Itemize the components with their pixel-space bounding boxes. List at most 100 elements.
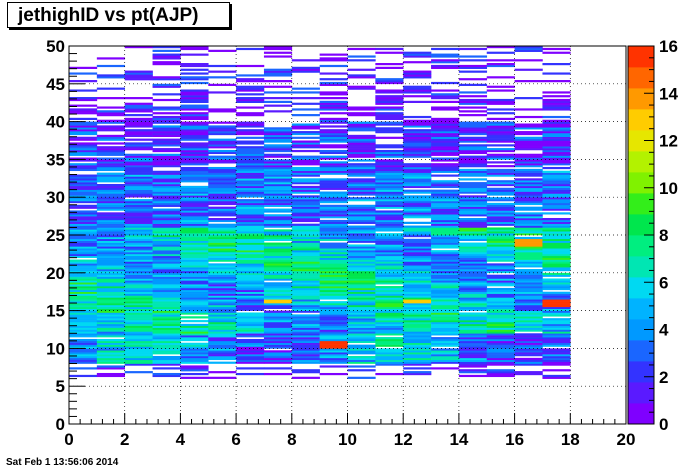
heatmap-cell xyxy=(263,219,293,223)
heatmap-cell xyxy=(514,314,543,317)
heatmap-cell xyxy=(124,159,153,162)
heatmap-cell xyxy=(375,80,404,83)
heatmap-cell xyxy=(319,112,348,115)
heatmap-cell xyxy=(152,240,181,243)
heatmap-cell xyxy=(124,229,153,232)
heatmap-cell xyxy=(431,242,460,245)
heatmap-cell xyxy=(96,282,125,285)
color-scale-segment xyxy=(628,319,654,341)
heatmap-cell xyxy=(208,210,237,213)
heatmap-cell xyxy=(347,121,376,124)
heatmap-cell xyxy=(431,140,460,143)
heatmap-cell xyxy=(208,253,237,257)
heatmap-cell xyxy=(514,371,543,374)
heatmap-cell xyxy=(96,331,125,334)
heatmap-cell xyxy=(431,252,460,255)
heatmap-cell xyxy=(69,151,98,155)
heatmap-cell xyxy=(291,289,320,292)
heatmap-cell xyxy=(375,246,404,249)
heatmap-cell xyxy=(291,306,320,310)
heatmap-cell xyxy=(236,321,265,325)
heatmap-cell xyxy=(208,306,237,310)
heatmap-cell xyxy=(208,185,237,189)
heatmap-cell xyxy=(403,153,432,156)
heatmap-cell xyxy=(403,89,432,92)
heatmap-cell xyxy=(347,144,376,147)
heatmap-cell xyxy=(263,338,293,342)
heatmap-cell xyxy=(263,261,293,264)
heatmap-cell xyxy=(152,287,181,291)
heatmap-cell xyxy=(180,204,209,207)
heatmap-cell xyxy=(291,70,320,73)
heatmap-cell xyxy=(124,46,153,49)
heatmap-cell xyxy=(319,242,348,245)
heatmap-cell xyxy=(96,280,125,283)
heatmap-cell xyxy=(291,361,320,364)
heatmap-cell xyxy=(152,318,181,321)
heatmap-cell xyxy=(375,272,404,275)
heatmap-cell xyxy=(208,138,237,141)
heatmap-cell xyxy=(208,110,237,113)
heatmap-cell xyxy=(458,270,488,274)
heatmap-cell xyxy=(319,231,348,234)
heatmap-cell xyxy=(152,348,181,351)
heatmap-cell xyxy=(375,225,404,228)
heatmap-cell xyxy=(236,85,265,88)
heatmap-cell xyxy=(180,278,209,281)
heatmap-cell xyxy=(263,293,293,296)
heatmap-cell xyxy=(69,261,98,264)
heatmap-cell xyxy=(208,335,237,338)
heatmap-cell xyxy=(347,344,376,347)
heatmap-cell xyxy=(180,253,209,257)
heatmap-cell xyxy=(96,293,125,296)
heatmap-cell xyxy=(208,376,237,379)
heatmap-cell xyxy=(208,140,237,143)
heatmap-cell xyxy=(458,363,488,366)
heatmap-cell xyxy=(180,236,209,240)
heatmap-cell xyxy=(514,197,543,200)
heatmap-cell xyxy=(319,59,348,62)
heatmap-cell xyxy=(124,221,153,224)
heatmap-cell xyxy=(458,149,488,153)
heatmap-cell xyxy=(96,223,125,226)
heatmap-cell xyxy=(375,327,404,330)
heatmap-cell xyxy=(124,236,153,240)
heatmap-cell xyxy=(375,259,404,262)
heatmap-cell xyxy=(291,206,320,209)
heatmap-cell xyxy=(403,210,432,213)
heatmap-cell xyxy=(486,202,515,206)
heatmap-cell xyxy=(180,97,209,100)
heatmap-cell xyxy=(152,144,181,147)
heatmap-cell xyxy=(403,361,432,364)
heatmap-cell xyxy=(375,252,404,255)
heatmap-cell xyxy=(403,191,432,194)
heatmap-cell xyxy=(69,231,98,234)
heatmap-cell xyxy=(180,47,209,51)
heatmap-cell xyxy=(236,354,265,357)
heatmap-cell xyxy=(69,206,98,209)
heatmap-cell xyxy=(347,59,376,62)
heatmap-cell xyxy=(347,142,376,145)
heatmap-cell xyxy=(431,146,460,149)
heatmap-cell xyxy=(542,63,571,66)
heatmap-cell xyxy=(458,316,488,319)
heatmap-cell xyxy=(180,189,209,192)
heatmap-cell xyxy=(124,180,153,183)
heatmap-cell xyxy=(180,168,209,172)
heatmap-cell xyxy=(69,187,98,190)
heatmap-cell xyxy=(347,146,376,149)
heatmap-cell xyxy=(403,270,432,274)
heatmap-cell xyxy=(403,246,432,249)
heatmap-cell xyxy=(319,157,348,160)
heatmap-cell xyxy=(403,197,432,200)
heatmap-cell xyxy=(486,199,515,202)
heatmap-cell xyxy=(124,70,153,73)
heatmap-cell xyxy=(69,352,98,355)
heatmap-cell xyxy=(180,354,209,357)
heatmap-cell xyxy=(347,250,376,253)
heatmap-cell xyxy=(347,197,376,200)
heatmap-cell xyxy=(375,278,404,281)
heatmap-cell xyxy=(291,170,320,173)
heatmap-cell xyxy=(347,365,376,368)
heatmap-cell xyxy=(291,314,320,317)
